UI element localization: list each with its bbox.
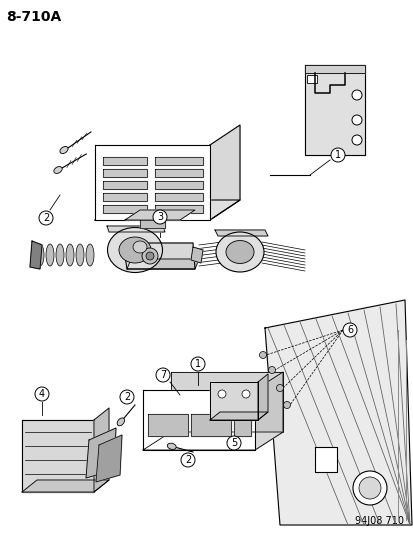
Polygon shape (209, 412, 267, 420)
Circle shape (351, 90, 361, 100)
Text: 4: 4 (39, 389, 45, 399)
Circle shape (259, 351, 266, 359)
Polygon shape (142, 432, 282, 450)
Polygon shape (96, 435, 122, 482)
Polygon shape (304, 65, 364, 155)
Polygon shape (22, 420, 94, 492)
Polygon shape (94, 408, 109, 492)
Text: 6: 6 (346, 325, 352, 335)
Polygon shape (147, 414, 188, 436)
Polygon shape (22, 480, 109, 492)
Polygon shape (30, 241, 42, 269)
Polygon shape (103, 193, 147, 201)
Polygon shape (214, 230, 267, 236)
Polygon shape (140, 220, 165, 228)
Ellipse shape (54, 167, 62, 173)
Polygon shape (154, 157, 202, 165)
Polygon shape (95, 145, 209, 220)
Polygon shape (314, 447, 336, 472)
Ellipse shape (46, 244, 54, 266)
Circle shape (39, 211, 53, 225)
Polygon shape (154, 205, 202, 213)
Polygon shape (154, 193, 202, 201)
Polygon shape (125, 210, 195, 220)
Text: 2: 2 (185, 455, 191, 465)
Circle shape (156, 368, 170, 382)
Polygon shape (171, 372, 282, 432)
Circle shape (226, 436, 240, 450)
Polygon shape (103, 157, 147, 165)
Ellipse shape (119, 237, 151, 263)
Polygon shape (154, 181, 202, 189)
Circle shape (342, 323, 356, 337)
Text: 2: 2 (43, 213, 49, 223)
Polygon shape (254, 372, 282, 450)
Text: 1: 1 (195, 359, 201, 369)
Circle shape (35, 387, 49, 401)
Ellipse shape (36, 244, 44, 266)
Text: 7: 7 (159, 370, 166, 380)
Circle shape (242, 390, 249, 398)
Circle shape (358, 477, 380, 499)
Ellipse shape (107, 228, 162, 272)
Circle shape (218, 390, 225, 398)
Circle shape (268, 367, 275, 374)
Polygon shape (233, 414, 250, 436)
Circle shape (351, 135, 361, 145)
Ellipse shape (86, 244, 94, 266)
Polygon shape (154, 169, 202, 177)
Polygon shape (257, 374, 267, 420)
Circle shape (146, 252, 154, 260)
Ellipse shape (133, 241, 147, 253)
Text: 5: 5 (230, 438, 237, 448)
Polygon shape (103, 181, 147, 189)
Text: 2: 2 (123, 392, 130, 402)
Polygon shape (103, 205, 147, 213)
Polygon shape (107, 226, 165, 232)
Circle shape (330, 148, 344, 162)
Circle shape (153, 210, 166, 224)
Ellipse shape (167, 443, 176, 449)
Polygon shape (209, 125, 240, 220)
Ellipse shape (56, 244, 64, 266)
Text: 1: 1 (334, 150, 340, 160)
Ellipse shape (66, 244, 74, 266)
Text: 94J08 710: 94J08 710 (354, 516, 403, 526)
Circle shape (352, 471, 386, 505)
Polygon shape (190, 247, 202, 263)
Ellipse shape (60, 147, 68, 154)
Text: 3: 3 (157, 212, 163, 222)
Circle shape (180, 453, 195, 467)
Polygon shape (209, 382, 257, 420)
Ellipse shape (225, 240, 254, 263)
Ellipse shape (76, 244, 84, 266)
Text: 8-710A: 8-710A (6, 10, 61, 24)
Circle shape (276, 384, 283, 392)
Circle shape (142, 248, 158, 264)
Ellipse shape (216, 232, 263, 272)
Circle shape (283, 401, 290, 408)
Polygon shape (127, 259, 199, 269)
Circle shape (120, 390, 134, 404)
Polygon shape (142, 390, 254, 450)
Polygon shape (123, 243, 195, 269)
Circle shape (190, 357, 204, 371)
Polygon shape (86, 428, 116, 478)
Polygon shape (304, 65, 364, 73)
Polygon shape (95, 200, 240, 220)
FancyBboxPatch shape (306, 75, 316, 83)
Ellipse shape (117, 418, 124, 426)
Polygon shape (103, 169, 147, 177)
Circle shape (351, 115, 361, 125)
Polygon shape (264, 300, 411, 525)
Polygon shape (190, 414, 230, 436)
